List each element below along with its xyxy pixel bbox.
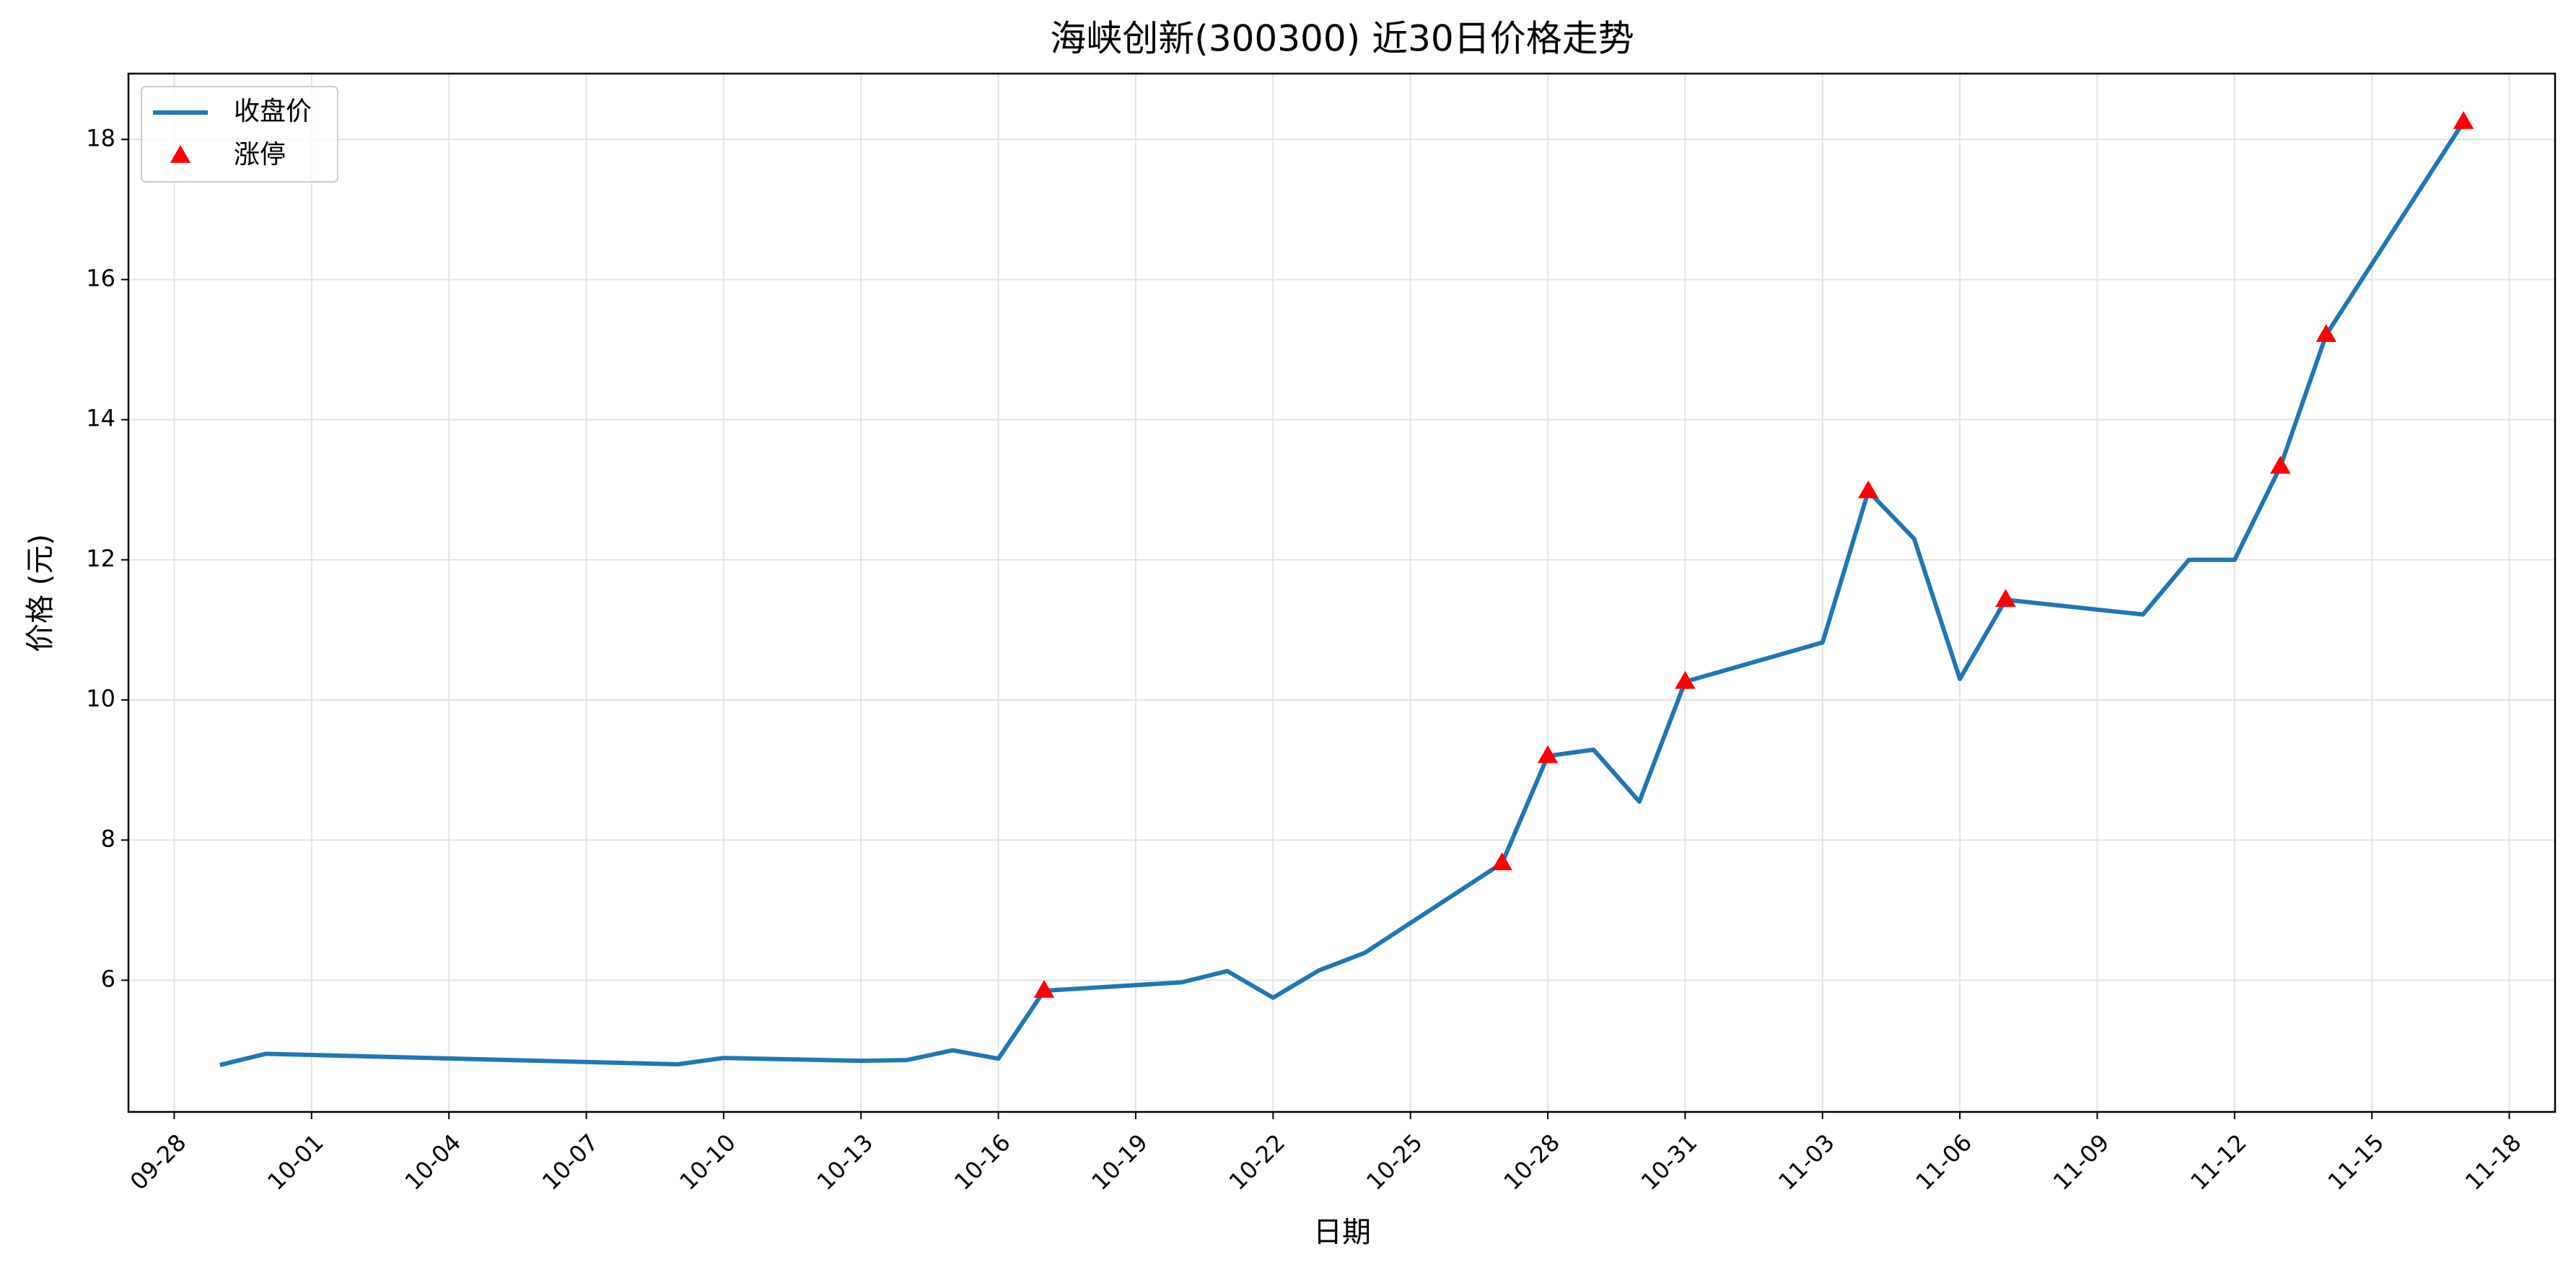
- x-tick-label: 09-28: [125, 1129, 192, 1196]
- price-line: [219, 121, 2466, 1067]
- y-tick-label: 10: [86, 685, 115, 712]
- x-tick-label: 10-22: [1224, 1129, 1291, 1196]
- x-tick-label: 11-18: [2460, 1129, 2527, 1196]
- limit-up-marker: [1537, 745, 1559, 763]
- limit-up-marker: [2453, 110, 2474, 129]
- x-tick-label: 11-06: [1911, 1129, 1978, 1196]
- x-tick-label: 10-25: [1361, 1129, 1428, 1196]
- y-tick-label: 8: [101, 825, 115, 852]
- x-tick-label: 10-28: [1498, 1129, 1565, 1196]
- x-tick-label: 10-01: [262, 1129, 329, 1196]
- limit-up-marker: [1033, 980, 1055, 998]
- y-tick-label: 18: [86, 124, 115, 152]
- y-tick-label: 16: [86, 264, 115, 292]
- y-tick-label: 14: [86, 405, 115, 432]
- x-tick-label: 10-13: [812, 1129, 879, 1196]
- x-tick-label: 11-15: [2323, 1129, 2390, 1196]
- limit-up-marker: [2316, 324, 2336, 342]
- legend-label: 收盘价: [234, 97, 312, 126]
- limit-up-marker: [1491, 852, 1512, 871]
- limit-up-marker: [1857, 480, 1879, 499]
- plot-frame: [127, 72, 2557, 1113]
- limit-up-marker: [1675, 670, 1696, 689]
- x-axis-label: 日期: [1313, 1216, 1371, 1249]
- x-tick-label: 10-19: [1086, 1129, 1153, 1196]
- x-tick-label: 11-12: [2185, 1129, 2252, 1196]
- x-tick-label: 10-04: [400, 1129, 467, 1196]
- y-tick-label: 6: [101, 965, 115, 992]
- y-axis-label: 价格 (元): [24, 534, 57, 652]
- x-tick-label: 10-16: [949, 1129, 1016, 1196]
- legend-label: 涨停: [234, 140, 286, 170]
- legend-marker: [170, 145, 191, 163]
- limit-up-marker: [2270, 455, 2291, 474]
- x-tick-label: 11-03: [1773, 1129, 1840, 1196]
- x-tick-label: 11-09: [2048, 1129, 2115, 1196]
- x-tick-label: 10-10: [674, 1129, 741, 1196]
- chart-title: 海峡创新(300300) 近30日价格走势: [1050, 18, 1634, 60]
- limit-up-marker: [1995, 589, 2016, 607]
- x-tick-label: 10-31: [1636, 1129, 1703, 1196]
- y-tick-label: 12: [86, 545, 115, 572]
- x-tick-label: 10-07: [537, 1129, 604, 1196]
